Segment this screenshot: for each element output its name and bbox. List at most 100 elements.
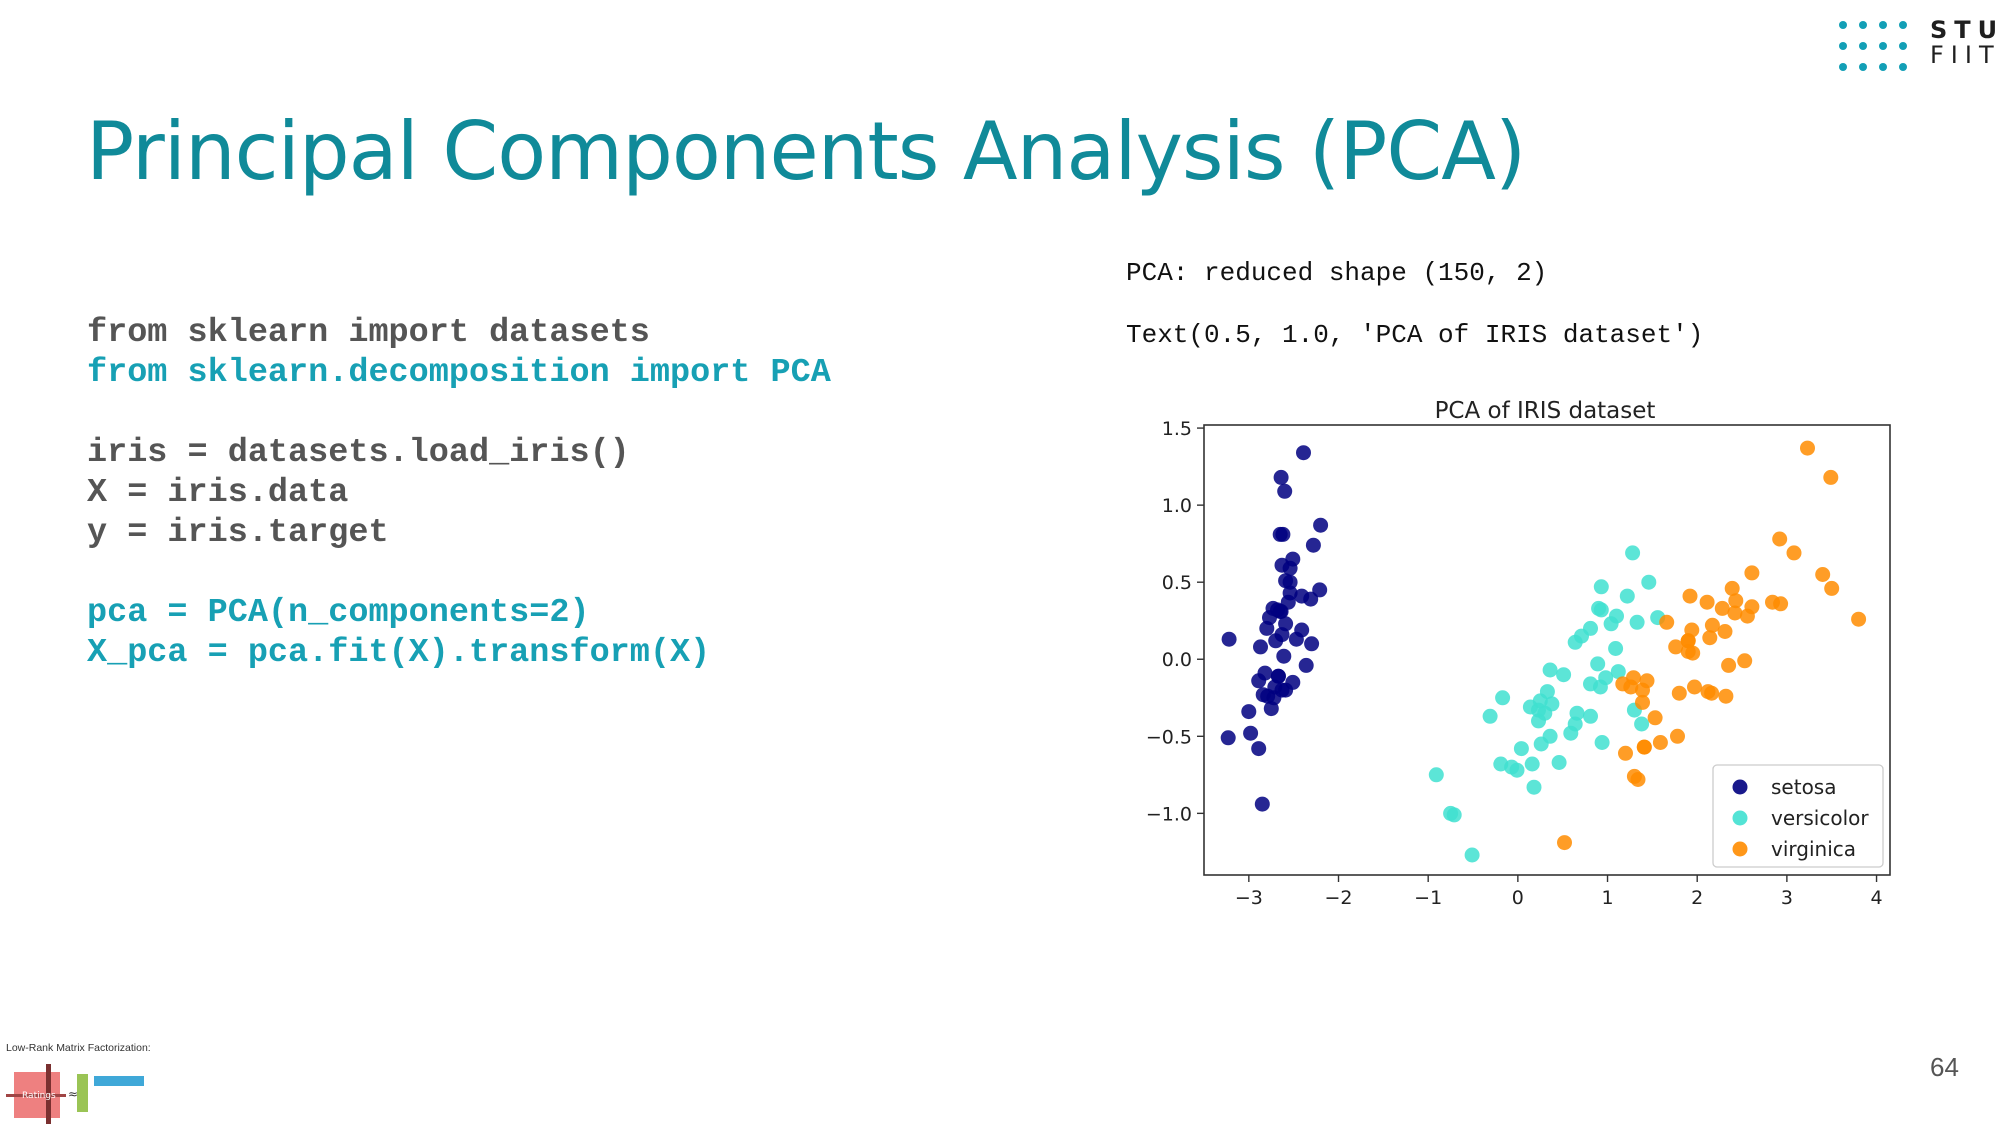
code-line — [87, 553, 831, 593]
legend-label-versicolor: versicolor — [1771, 806, 1869, 830]
data-point-setosa — [1253, 639, 1268, 655]
data-point-versicolor — [1603, 616, 1619, 632]
data-point-setosa — [1282, 560, 1298, 576]
legend-label-setosa: setosa — [1771, 775, 1836, 799]
data-point-setosa — [1296, 445, 1311, 461]
data-point-setosa — [1294, 622, 1310, 638]
y-tick-label: −1.0 — [1146, 803, 1192, 825]
data-point-virginica — [1687, 679, 1702, 695]
data-point-virginica — [1626, 768, 1642, 784]
data-point-versicolor — [1537, 705, 1553, 721]
stu-fiit-logo: STU FIIT — [1838, 18, 1998, 74]
data-point-virginica — [1615, 676, 1631, 692]
data-point-setosa — [1273, 604, 1289, 619]
x-tick-label: −1 — [1414, 887, 1442, 909]
data-point-versicolor — [1464, 847, 1480, 863]
data-point-virginica — [1635, 694, 1650, 710]
data-point-virginica — [1682, 588, 1698, 604]
data-point-virginica — [1824, 580, 1840, 596]
logo-dots-icon — [1839, 21, 1907, 71]
data-point-setosa — [1278, 616, 1294, 632]
data-point-setosa — [1273, 469, 1289, 485]
data-point-virginica — [1800, 440, 1815, 456]
data-point-virginica — [1671, 685, 1687, 701]
data-point-setosa — [1241, 704, 1257, 720]
data-point-versicolor — [1482, 708, 1498, 724]
data-point-setosa — [1220, 730, 1236, 746]
code-line: from sklearn import datasets — [87, 314, 650, 352]
data-point-versicolor — [1625, 545, 1641, 561]
data-point-virginica — [1668, 639, 1684, 655]
data-point-setosa — [1254, 796, 1270, 812]
data-point-versicolor — [1594, 735, 1610, 750]
data-point-virginica — [1737, 653, 1753, 669]
data-point-setosa — [1312, 582, 1328, 598]
y-tick-label: 1.5 — [1162, 418, 1192, 440]
data-point-virginica — [1823, 469, 1839, 485]
data-point-virginica — [1639, 673, 1655, 689]
data-point-virginica — [1647, 710, 1663, 726]
x-tick-label: 2 — [1691, 887, 1703, 909]
data-point-versicolor — [1590, 656, 1606, 672]
pca-scatter-plot: PCA of IRIS dataset −3 −2 −1 0 1 2 3 4 −1.0 −0.5 0… — [1146, 398, 1891, 909]
data-point-virginica — [1772, 531, 1788, 547]
y-tick-label: 1.0 — [1162, 495, 1192, 517]
data-point-setosa — [1313, 517, 1329, 533]
data-point-versicolor — [1551, 755, 1567, 770]
code-line: y = iris.target — [87, 514, 389, 552]
data-point-setosa — [1277, 483, 1293, 499]
data-point-virginica — [1714, 600, 1730, 616]
data-point-virginica — [1739, 608, 1755, 624]
x-tick-label: 1 — [1601, 887, 1613, 909]
matrix-factorization-thumbnail: ≈ Ratings — [6, 1064, 144, 1124]
data-point-virginica — [1718, 688, 1734, 704]
data-point-virginica — [1786, 545, 1802, 561]
data-point-versicolor — [1526, 779, 1542, 795]
data-point-versicolor — [1513, 741, 1529, 757]
chart-title: PCA of IRIS dataset — [1435, 398, 1656, 424]
data-point-setosa — [1278, 682, 1294, 698]
y-tick-label: 0.0 — [1162, 649, 1192, 671]
data-point-versicolor — [1619, 588, 1635, 604]
data-point-versicolor — [1524, 756, 1540, 772]
code-block: from sklearn import datasets from sklearn… — [87, 313, 831, 673]
code-line: X_pca = pca.fit(X).transform(X) — [87, 634, 711, 672]
data-point-setosa — [1270, 668, 1286, 684]
data-point-virginica — [1636, 739, 1652, 755]
data-point-setosa — [1282, 574, 1298, 590]
data-point-virginica — [1704, 685, 1720, 701]
data-point-versicolor — [1495, 690, 1511, 706]
data-point-virginica — [1851, 611, 1867, 627]
legend-label-virginica: virginica — [1771, 837, 1856, 861]
logo-line-fiit: FIIT — [1930, 41, 2000, 69]
data-point-virginica — [1699, 594, 1715, 610]
data-point-virginica — [1652, 735, 1668, 750]
code-line: iris = datasets.load_iris() — [87, 434, 630, 472]
data-point-versicolor — [1493, 756, 1509, 772]
chart-legend: setosa versicolor virginica — [1712, 764, 1884, 868]
data-point-setosa — [1243, 725, 1259, 741]
data-point-virginica — [1717, 624, 1733, 639]
legend-marker-setosa — [1732, 779, 1748, 795]
code-line: X = iris.data — [87, 474, 349, 512]
x-tick-label: 4 — [1871, 887, 1883, 909]
code-line: pca = PCA(n_components=2) — [87, 594, 590, 632]
data-point-versicolor — [1629, 614, 1645, 630]
slide-title: Principal Components Analysis (PCA) — [86, 105, 1526, 198]
data-point-setosa — [1262, 610, 1277, 626]
logo-wordmark: STU FIIT — [1930, 18, 1998, 68]
data-point-virginica — [1659, 614, 1675, 630]
data-point-setosa — [1276, 648, 1292, 664]
data-point-setosa — [1251, 741, 1267, 757]
data-point-setosa — [1221, 631, 1237, 647]
data-point-versicolor — [1634, 716, 1650, 732]
y-tick-label: 0.5 — [1162, 572, 1192, 594]
data-point-versicolor — [1583, 620, 1598, 636]
plot-frame — [1203, 424, 1891, 876]
footer-label: Low-Rank Matrix Factorization: — [6, 1042, 151, 1054]
x-tick-label: 3 — [1781, 887, 1793, 909]
data-point-virginica — [1704, 617, 1720, 633]
data-point-setosa — [1257, 665, 1273, 681]
data-point-virginica — [1557, 835, 1572, 851]
svg-text:≈: ≈ — [68, 1087, 78, 1101]
